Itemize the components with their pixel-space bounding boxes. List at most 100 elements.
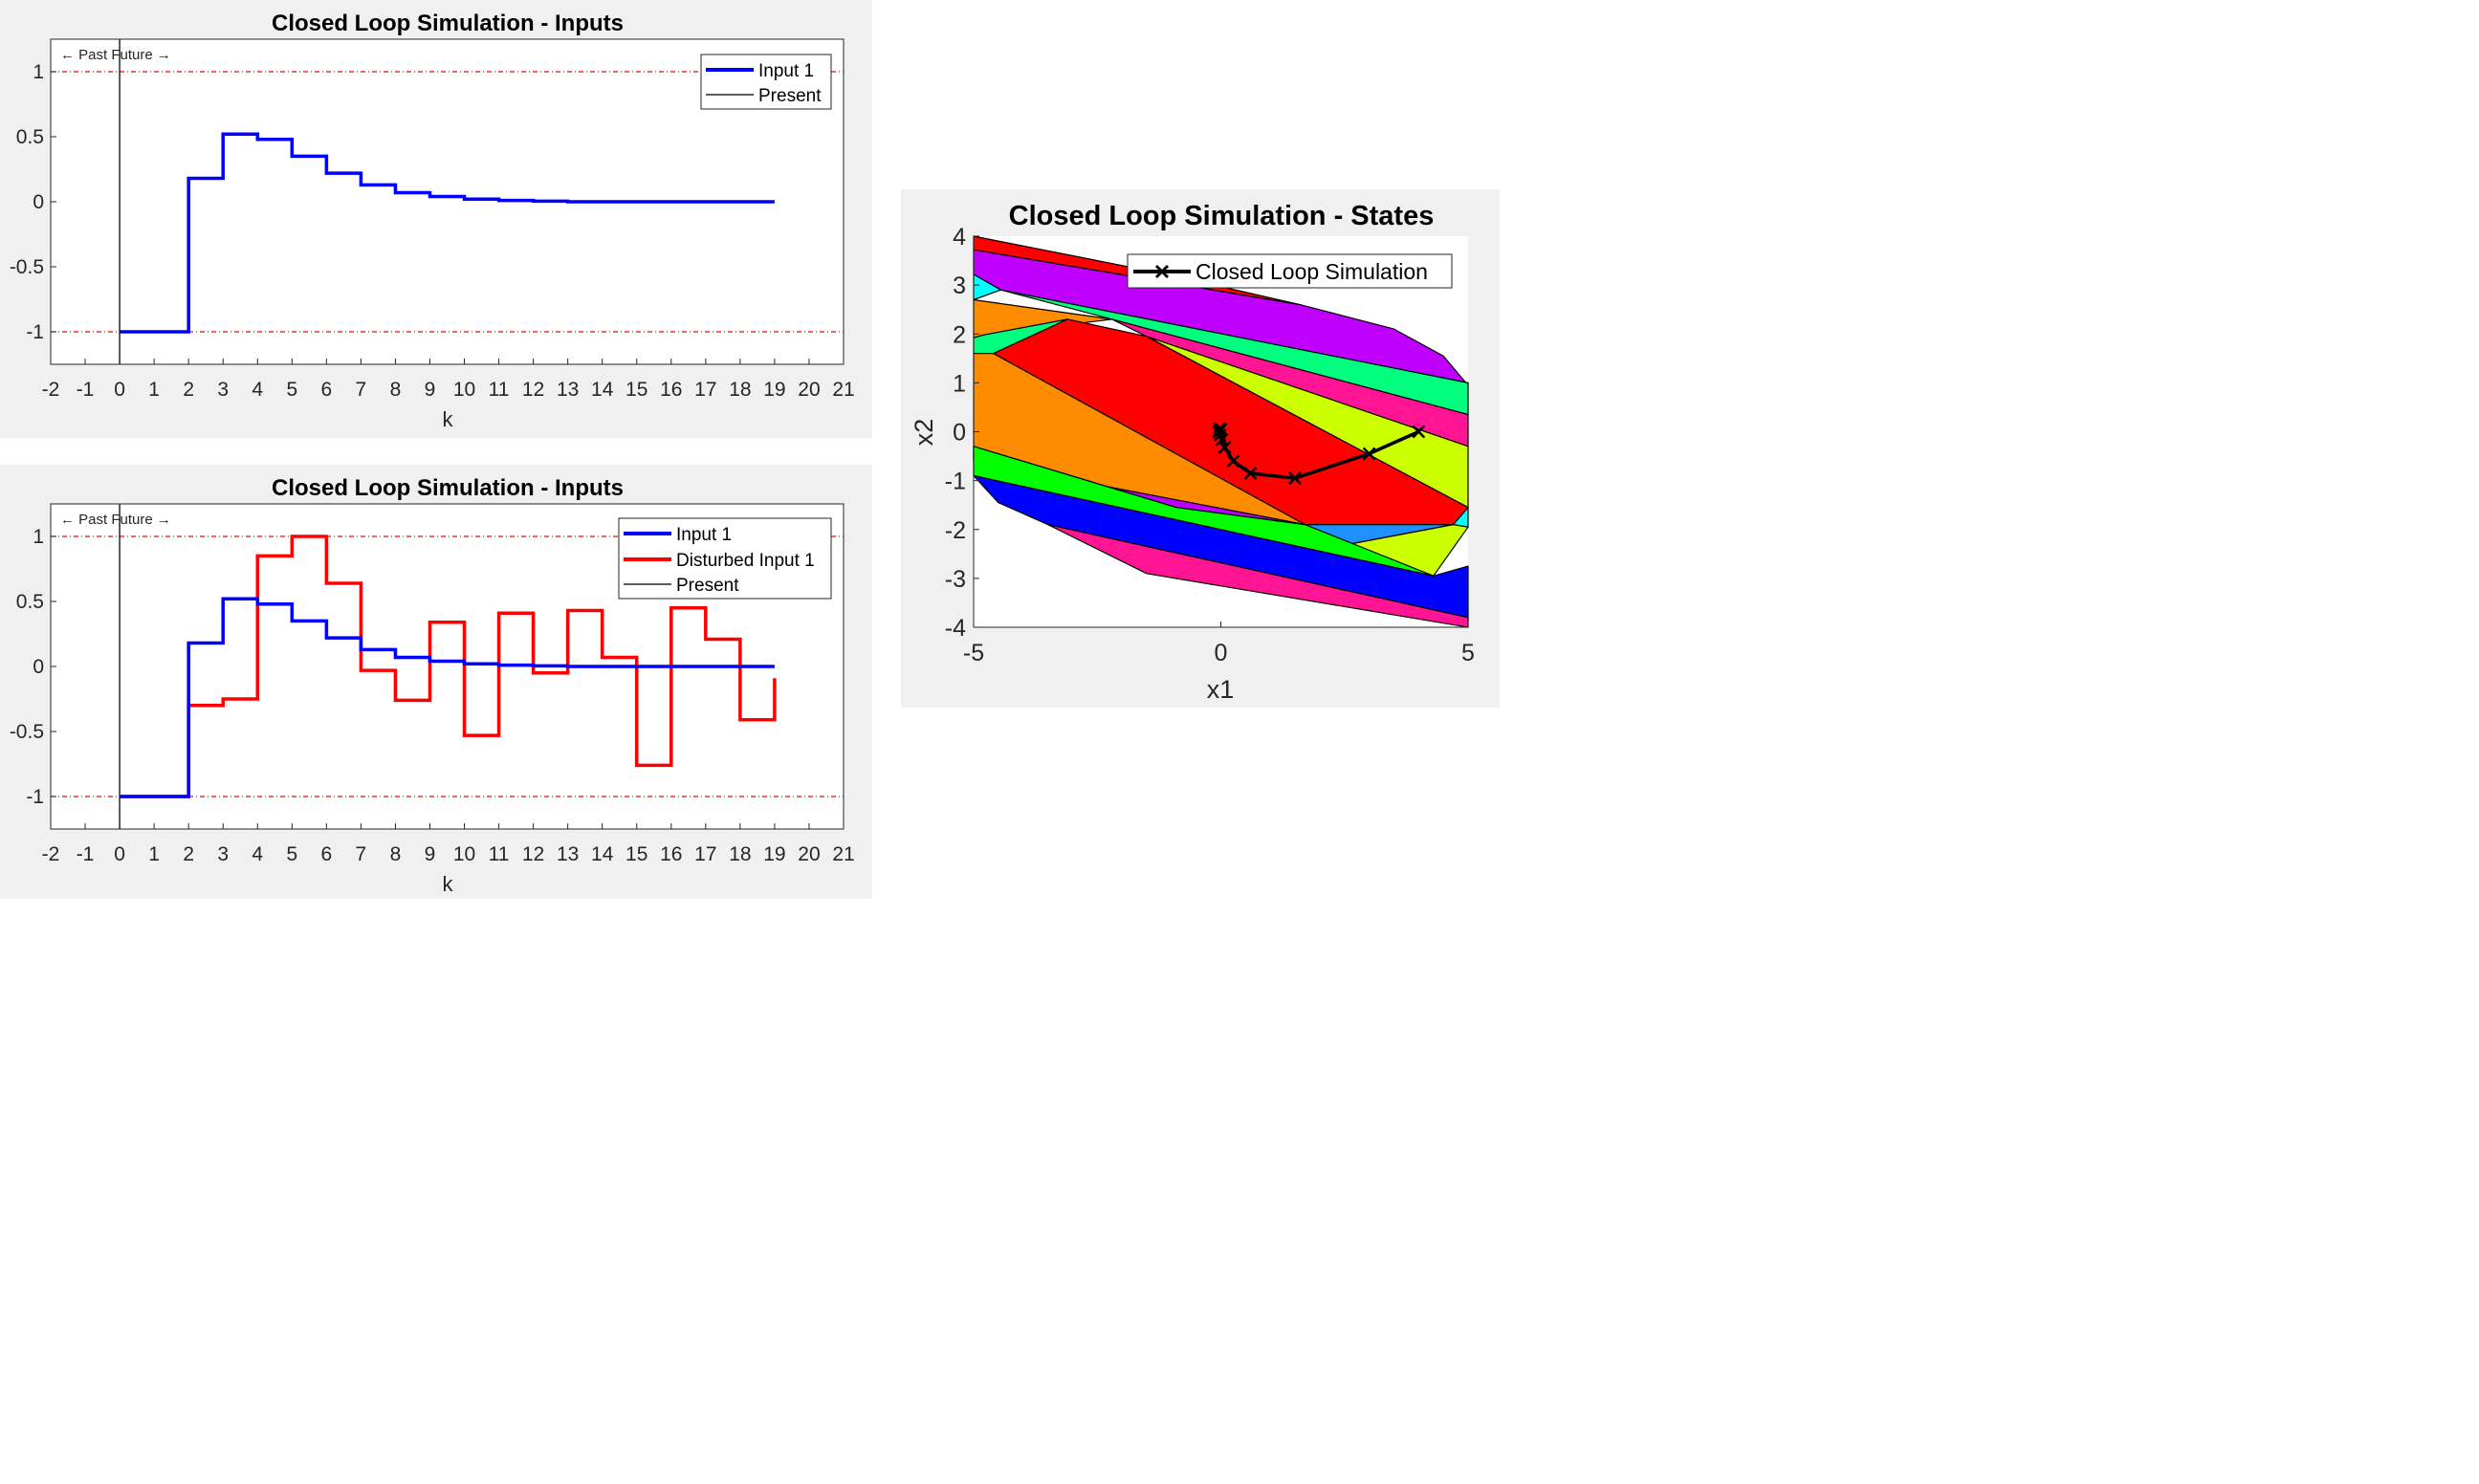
x-tick-label: 17 bbox=[694, 843, 716, 865]
legend-label-present: Present bbox=[758, 86, 822, 106]
y-tick-label: -0.5 bbox=[10, 256, 44, 278]
y-tick-label: 1 bbox=[953, 370, 966, 397]
x-tick-label: 1 bbox=[148, 379, 160, 401]
input-chart-top: -2 -1 0 1 2 3 4 5 6 7 8 9 10 11 12 13 14 15 16 17 18 19 20 21-1… bbox=[10, 11, 855, 431]
x-tick-label: 19 bbox=[763, 843, 785, 865]
x-tick-label: 16 bbox=[660, 379, 682, 401]
x-tick-label: 10 bbox=[453, 379, 475, 401]
y-tick-label: 0.5 bbox=[16, 591, 44, 613]
x-axis-label: k bbox=[443, 872, 454, 896]
x-tick-label: 9 bbox=[425, 843, 436, 865]
legend-box bbox=[700, 54, 832, 110]
y-tick-label: 1 bbox=[33, 61, 44, 83]
x-tick-label: 9 bbox=[425, 379, 436, 401]
x-tick-label: 3 bbox=[217, 379, 229, 401]
x-tick-label: 18 bbox=[729, 379, 751, 401]
trajectory-point bbox=[1243, 467, 1258, 480]
chart-title: Closed Loop Simulation - States bbox=[1009, 201, 1435, 231]
x-tick-label: 10 bbox=[453, 843, 475, 865]
legend-label-input-1: Input 1 bbox=[676, 525, 732, 545]
y-tick-label: 1 bbox=[33, 526, 44, 548]
x-tick-label: 16 bbox=[660, 843, 682, 865]
x-tick-label: 11 bbox=[489, 379, 510, 401]
x-tick-label: 12 bbox=[522, 843, 544, 865]
x-tick-label: 5 bbox=[1461, 640, 1475, 666]
x-axis-label: x1 bbox=[1207, 675, 1235, 704]
x-tick-label: -1 bbox=[77, 843, 95, 865]
y-tick-label: 4 bbox=[953, 224, 966, 251]
y-tick-label: -3 bbox=[945, 566, 966, 593]
y-tick-label: -1 bbox=[26, 786, 44, 808]
x-axis-label: k bbox=[443, 407, 454, 431]
x-tick-label: 5 bbox=[286, 843, 297, 865]
x-tick-label: 20 bbox=[798, 379, 820, 401]
x-tick-label: 4 bbox=[252, 843, 263, 865]
trajectory-point bbox=[1214, 423, 1228, 436]
state-space-chart: -5 0 5 -4 -3 -2 -1 0 1 2 3 4 Closed Loop Simulation… bbox=[910, 201, 1475, 704]
x-tick-label: 2 bbox=[183, 843, 194, 865]
y-tick-label: -4 bbox=[945, 615, 966, 642]
x-tick-label: -5 bbox=[963, 640, 984, 666]
legend: Input 1 Disturbed Input 1 Present bbox=[618, 517, 832, 600]
legend-label-disturbed-input-1: Disturbed Input 1 bbox=[676, 551, 815, 571]
x-tick-label: 15 bbox=[625, 379, 647, 401]
x-tick-label: 0 bbox=[1215, 640, 1228, 666]
x-tick-label: 13 bbox=[557, 379, 579, 401]
x-tick-label: 0 bbox=[114, 379, 125, 401]
y-tick-label: 2 bbox=[953, 321, 966, 348]
x-tick-label: 14 bbox=[591, 843, 614, 865]
x-tick-label: 13 bbox=[557, 843, 579, 865]
x-tick-label: -1 bbox=[77, 379, 95, 401]
x-tick-label: 20 bbox=[798, 843, 820, 865]
axis-ticks: -2 -1 0 1 2 3 4 5 6 7 8 9 10 11 12 13 14 15 16 17 18 19 20 21-1… bbox=[10, 526, 855, 865]
x-tick-label: 15 bbox=[625, 843, 647, 865]
past-future-annotation: ← Past Future → bbox=[60, 47, 171, 63]
y-tick-label: 3 bbox=[953, 273, 966, 299]
x-tick-label: 11 bbox=[489, 843, 510, 865]
legend-label-present: Present bbox=[676, 576, 739, 596]
y-axis-label: x2 bbox=[910, 419, 938, 447]
legend-marker-x bbox=[1154, 264, 1170, 279]
trajectory-point bbox=[1226, 454, 1240, 469]
y-tick-label: -1 bbox=[26, 321, 44, 343]
x-tick-label: 7 bbox=[356, 379, 367, 401]
x-tick-label: 1 bbox=[148, 843, 160, 865]
y-tick-label: 0 bbox=[33, 656, 44, 678]
trajectory-point bbox=[1362, 447, 1376, 461]
trajectory-point bbox=[1218, 440, 1232, 454]
x-tick-label: -2 bbox=[42, 843, 60, 865]
x-tick-label: 5 bbox=[286, 379, 297, 401]
y-tick-label: -0.5 bbox=[10, 721, 44, 743]
legend-label-input-1: Input 1 bbox=[758, 61, 814, 81]
y-tick-label: 0 bbox=[33, 191, 44, 213]
x-tick-label: 4 bbox=[252, 379, 263, 401]
x-tick-label: 12 bbox=[522, 379, 544, 401]
y-tick-label: 0.5 bbox=[16, 126, 44, 148]
series-layer bbox=[120, 535, 777, 798]
x-tick-label: 18 bbox=[729, 843, 751, 865]
x-tick-label: -2 bbox=[42, 379, 60, 401]
x-tick-label: 8 bbox=[390, 843, 402, 865]
series-layer bbox=[120, 132, 775, 334]
x-tick-label: 0 bbox=[114, 843, 125, 865]
x-tick-label: 2 bbox=[183, 379, 194, 401]
legend: Closed Loop Simulation bbox=[1127, 253, 1453, 289]
x-tick-label: 6 bbox=[321, 843, 333, 865]
x-tick-label: 17 bbox=[694, 379, 716, 401]
series-line-disturbed-input-1 bbox=[120, 535, 777, 798]
series-line-input-1 bbox=[120, 597, 775, 798]
x-tick-label: 8 bbox=[390, 379, 402, 401]
legend: Input 1 Present bbox=[700, 54, 832, 110]
x-tick-label: 3 bbox=[217, 843, 229, 865]
x-tick-label: 7 bbox=[356, 843, 367, 865]
trajectory-point bbox=[1412, 425, 1426, 439]
input-chart-bottom: -2 -1 0 1 2 3 4 5 6 7 8 9 10 11 12 13 14 15 16 17 18 19 20 21-1… bbox=[10, 475, 855, 896]
x-tick-label: 21 bbox=[832, 843, 854, 865]
trajectory-point bbox=[1288, 471, 1302, 485]
chart-title: Closed Loop Simulation - Inputs bbox=[272, 11, 624, 36]
chart-title: Closed Loop Simulation - Inputs bbox=[272, 475, 624, 501]
x-tick-label: 14 bbox=[591, 379, 614, 401]
partition-regions bbox=[973, 235, 1469, 628]
axis-ticks: -5 0 5 -4 -3 -2 -1 0 1 2 3 4 bbox=[945, 224, 1475, 666]
series-line-input-1 bbox=[120, 132, 775, 334]
